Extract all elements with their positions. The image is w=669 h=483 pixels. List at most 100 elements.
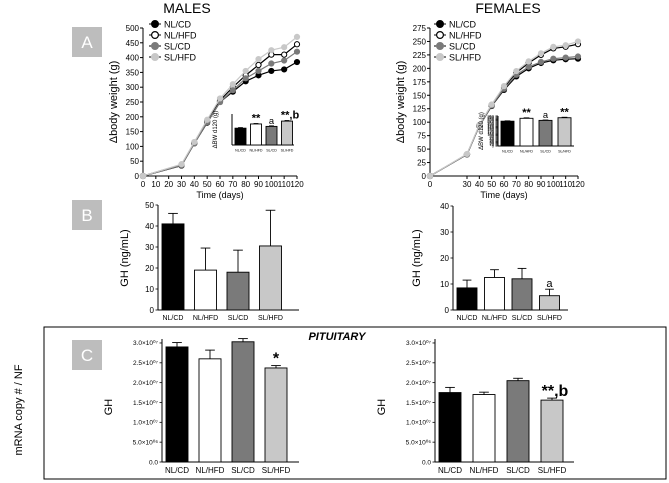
panel-b-label: B — [81, 206, 92, 225]
data-point — [255, 61, 262, 69]
data-point — [293, 58, 301, 66]
data-point — [562, 54, 569, 61]
x-tick-label: 100 — [265, 180, 279, 189]
y-tick-label: 250 — [413, 37, 427, 46]
y-axis-title: GH (ng/mL) — [119, 229, 131, 286]
growth-chart-males: 0 50 100 150 200 250 300 350 400 450 500 0 10 20 30 40 5… — [108, 20, 304, 201]
category-label: NL/CD — [162, 315, 183, 322]
category-label: SL/CD — [228, 315, 249, 322]
y-tick-label: 2.5×10⁰⁷ — [133, 359, 159, 367]
y-tick-label: 0 — [422, 172, 427, 181]
y-tick-label: 2.0×10⁰⁷ — [133, 379, 159, 387]
significance-label: * — [273, 351, 280, 368]
y-tick-label: 190 — [487, 121, 494, 126]
y-axis-title: Δbody weight (g) — [395, 61, 407, 144]
y-tick-label: 230 — [487, 117, 494, 122]
legend-label: NL/HFD — [164, 31, 197, 41]
x-tick-label: 120 — [571, 180, 585, 189]
x-tick-label: 0 — [141, 180, 146, 189]
bar-sl-hfd — [259, 245, 282, 311]
legend-marker — [151, 41, 160, 50]
y-tick-label: 0 — [135, 172, 140, 181]
x-tick-label: 40 — [475, 180, 484, 189]
y-tick-label: 200 — [413, 64, 427, 73]
y-tick-label: 0 — [150, 306, 155, 315]
y-tick-label: 130 — [487, 128, 494, 133]
data-point — [281, 57, 288, 64]
significance-label: **,b — [281, 110, 300, 122]
data-point — [550, 55, 557, 62]
data-point — [525, 58, 532, 65]
panel-a-label: A — [81, 33, 93, 52]
data-point — [426, 172, 434, 180]
bar-nl-hfd — [250, 123, 262, 146]
bar-sl-cd — [231, 341, 255, 463]
category-label: SL/HFD — [262, 466, 291, 475]
bar-sl-hfd — [281, 120, 293, 146]
x-axis-title: Time (days) — [480, 190, 527, 200]
x-tick-label: 50 — [487, 180, 496, 189]
x-tick-label: 60 — [216, 180, 225, 189]
significance-label: ** — [560, 106, 569, 118]
legend-marker — [436, 20, 445, 29]
y-tick-label: 10 — [490, 142, 495, 147]
category-label: NL/CD — [502, 150, 513, 154]
y-tick-label: 240 — [487, 116, 494, 121]
x-tick-label: 100 — [547, 180, 561, 189]
legend-marker — [151, 52, 160, 61]
y-tick-label: 90 — [490, 133, 495, 138]
y-tick-label: 20 — [440, 254, 449, 263]
significance-label: a — [269, 116, 275, 126]
y-tick-label: 0 — [445, 306, 450, 315]
y-tick-label: 80 — [490, 134, 495, 139]
category-label: SL/HFD — [538, 466, 567, 475]
data-point — [281, 51, 288, 58]
y-tick-label: 170 — [487, 124, 494, 129]
data-point — [242, 67, 249, 75]
data-point — [255, 67, 262, 75]
pituitary-label: PITUITARY — [308, 331, 367, 343]
y-tick-label: 10 — [145, 285, 154, 294]
significance-label: ** — [522, 107, 531, 119]
bar-nl-hfd — [484, 277, 505, 311]
y-tick-label: 70 — [490, 135, 495, 140]
significance-label: ** — [252, 113, 261, 125]
data-point — [537, 58, 545, 66]
y-tick-label: 160 — [487, 125, 494, 130]
category-label: NL/CD — [235, 149, 246, 153]
data-point — [525, 63, 532, 70]
y-tick-label: 40 — [145, 222, 154, 231]
pituitary-frame — [43, 326, 667, 480]
y-tick-label: 300 — [126, 83, 140, 92]
significance-label: **,b — [542, 383, 569, 400]
category-label: SL/HFD — [281, 149, 294, 153]
category-label: NL/HFD — [193, 315, 218, 322]
y-tick-label: 2.0×10⁰⁷ — [406, 379, 432, 387]
panel-c-box — [72, 340, 102, 370]
bar-nl-cd — [161, 223, 185, 311]
y-tick-label: 400 — [126, 54, 140, 63]
inset-chart-males: NL/CD NL/HFD ** SL/CD a SL/HFD **,b ΔBW d120 (g… — [213, 110, 299, 153]
series-line-nl-hfd — [429, 43, 579, 177]
x-tick-label: 30 — [177, 180, 186, 189]
category-label: NL/CD — [438, 466, 462, 475]
category-label: SL/HFD — [537, 315, 562, 322]
data-point — [229, 81, 236, 88]
data-point — [293, 33, 301, 40]
y-tick-label: 350 — [126, 68, 140, 77]
bar-sl-cd — [226, 271, 250, 311]
data-point — [216, 95, 224, 102]
bar-nl-cd — [456, 287, 478, 311]
y-tick-label: 50 — [417, 145, 426, 154]
x-tick-label: 110 — [278, 180, 291, 189]
category-label: NL/HFD — [482, 315, 507, 322]
y-tick-label: 180 — [487, 123, 494, 128]
bar-nl-cd — [438, 392, 462, 463]
x-tick-label: 60 — [500, 180, 509, 189]
y-tick-label: 1.5×10⁰⁷ — [406, 399, 432, 407]
y-tick-label: 100 — [126, 142, 140, 151]
data-point — [562, 42, 569, 49]
category-label: NL/HFD — [196, 466, 225, 475]
bar-sl-cd — [538, 119, 553, 147]
